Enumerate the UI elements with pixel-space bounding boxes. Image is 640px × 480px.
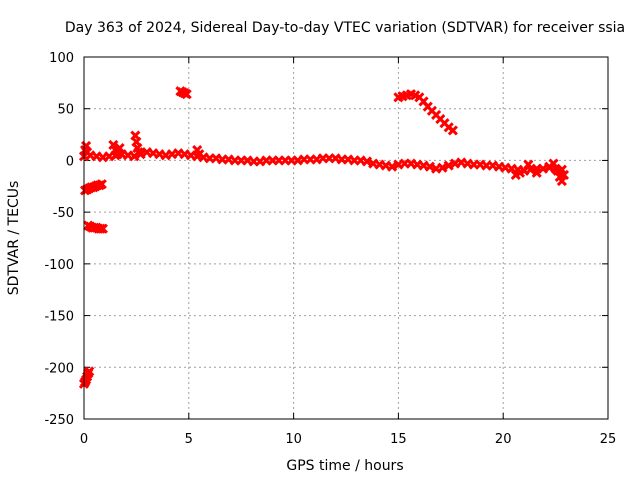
data-point [96,179,107,190]
data-point [548,158,559,169]
x-tick-label: 5 [185,432,193,447]
series-3 [83,220,108,234]
series-4 [78,366,95,389]
data-point [556,176,567,187]
data-point [181,89,192,100]
series-7 [510,158,570,187]
y-tick-label: 100 [49,51,74,66]
y-tick-label: -150 [44,310,74,325]
series-2 [79,179,107,196]
data-point [84,366,95,377]
data-point [552,165,563,176]
grid [84,57,608,419]
data-points [78,86,570,389]
data-point [97,223,108,234]
y-tick-label: -250 [44,413,74,428]
data-point [194,149,205,160]
data-point [514,167,526,178]
x-tick-label: 0 [80,432,88,447]
data-point [424,161,435,172]
y-tick-label: 50 [57,103,74,118]
x-tick-label: 10 [285,432,302,447]
data-point [447,125,458,136]
axis-ticks: 0 5 10 15 20 25 -250 -200 -150 -100 -50 0 50 100 [44,51,616,447]
y-tick-label: -200 [44,361,74,376]
y-axis-label: SDTVAR / TECUs [6,181,22,296]
data-point [133,147,144,158]
series-5 [175,86,192,100]
data-point [531,167,542,178]
series-1 [79,130,205,160]
data-point [558,169,570,180]
plot-frame [83,56,609,420]
data-point [387,161,398,172]
y-tick-label: -50 [53,206,74,221]
data-point [523,159,534,170]
x-tick-label: 15 [390,432,407,447]
data-point [437,162,448,173]
chart-title: Day 363 of 2024, Sidereal Day-to-day VTE… [65,20,625,36]
data-point [443,160,454,171]
series-0 [78,147,567,176]
data-point [361,156,373,167]
x-tick-label: 25 [600,432,617,447]
series-6 [393,89,458,136]
data-point [112,149,123,160]
x-axis-label: GPS time / hours [286,458,403,474]
x-tick-label: 20 [495,432,512,447]
y-tick-label: -100 [44,258,74,273]
y-tick-label: 0 [66,154,74,169]
data-point [114,142,125,154]
